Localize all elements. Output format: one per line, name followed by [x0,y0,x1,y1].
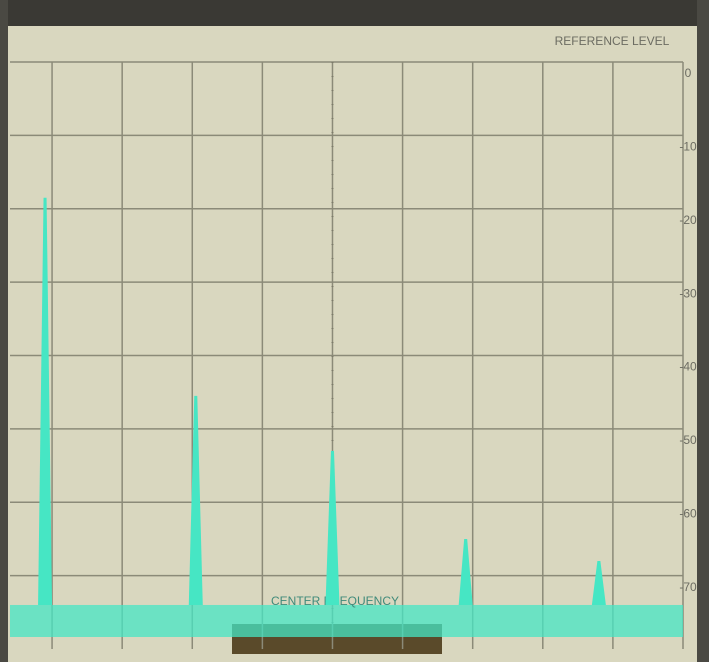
noise-floor [10,605,683,637]
screen-background [0,0,709,662]
bezel-top [0,0,709,26]
y-tick-label: -70 [679,580,697,594]
analyzer-screen: REFERENCE LEVEL CENTER FREQUENCY 0-10-20… [0,0,709,662]
bezel-left [0,0,8,662]
y-tick-label: 0 [685,66,692,80]
y-tick-label: -20 [679,213,697,227]
reference-label: REFERENCE LEVEL [555,34,670,48]
y-tick-label: -30 [679,286,697,300]
y-tick-label: -40 [679,360,697,374]
y-tick-label: -10 [679,140,697,154]
y-tick-label: -50 [679,433,697,447]
bezel-right [697,0,709,662]
y-tick-label: -60 [679,506,697,520]
